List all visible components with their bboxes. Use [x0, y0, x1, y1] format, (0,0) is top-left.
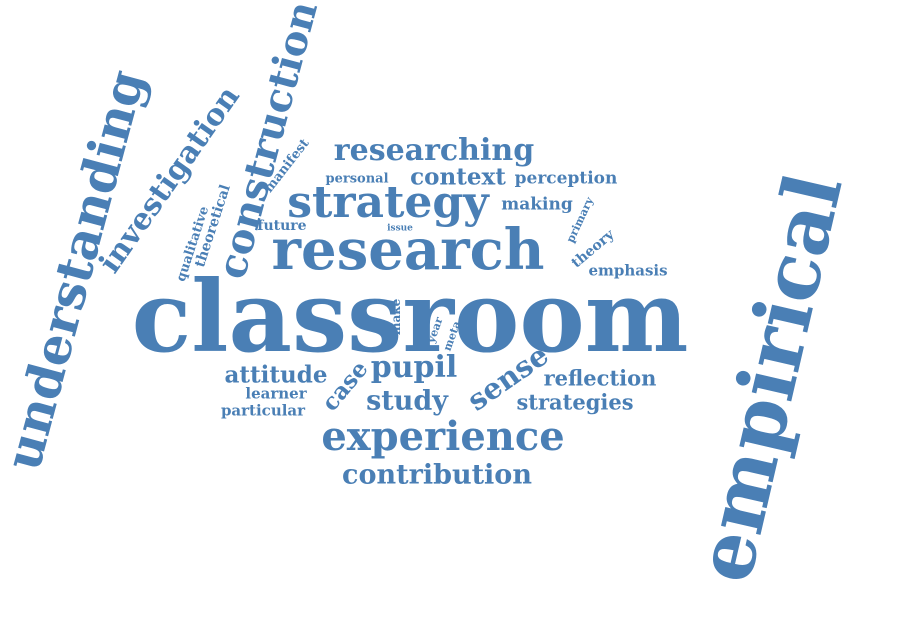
word-classroom: classroom	[131, 260, 689, 375]
word-pupil: pupil	[370, 350, 458, 385]
word-understanding: understanding	[0, 63, 157, 477]
word-learner: learner	[245, 384, 307, 403]
word-make: make	[389, 298, 403, 336]
word-attitude: attitude	[224, 361, 328, 389]
word-perception: perception	[514, 168, 618, 189]
word-personal: personal	[325, 171, 389, 187]
word-contribution: contribution	[342, 459, 532, 491]
word-reflection: reflection	[543, 365, 657, 391]
word-issue: issue	[387, 223, 413, 234]
word-study: study	[366, 385, 448, 417]
word-researching: researching	[333, 133, 535, 168]
word-empirical: empirical	[678, 165, 861, 591]
word-future: future	[257, 218, 307, 234]
word-strategy: strategy	[287, 177, 489, 228]
word-strategies: strategies	[516, 389, 634, 415]
word-research: research	[271, 217, 545, 283]
word-making: making	[501, 194, 573, 215]
word-emphasis: emphasis	[588, 261, 668, 280]
word-experience: experience	[321, 413, 565, 460]
word-context: context	[410, 163, 506, 191]
word-particular: particular	[220, 401, 306, 420]
